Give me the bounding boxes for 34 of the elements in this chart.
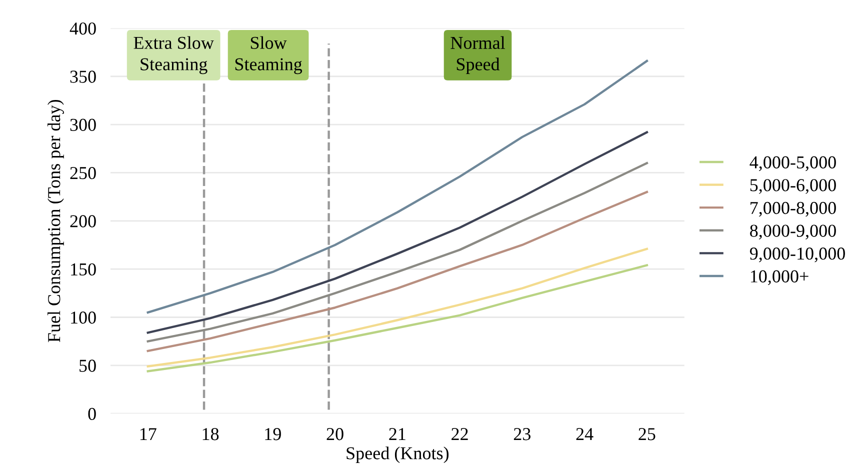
line-series (146, 248, 648, 368)
x-tick-label: 19 (265, 428, 281, 440)
x-tick-label: 25 (638, 428, 656, 440)
x-tick-label: 18 (202, 428, 219, 440)
legend-label: 7,000-8,000 (750, 202, 836, 217)
y-tick-label: 200 (70, 215, 96, 228)
line-series (146, 264, 648, 372)
x-tick-label: 23 (514, 428, 530, 440)
annotation: Extra Slow Steaming (134, 36, 214, 74)
line-series (146, 131, 648, 334)
annotation: Normal Speed (450, 36, 505, 74)
y-tick-label: 150 (71, 263, 96, 276)
y-tick-label: 100 (71, 312, 96, 324)
legend-label: 5,000-6,000 (750, 179, 836, 194)
legend-label: 9,000-10,000 (750, 247, 845, 262)
x-tick-label: 20 (326, 428, 344, 440)
y-tick-label: 300 (70, 118, 96, 131)
legend-label: 10,000+ (750, 270, 808, 286)
x-tick-label: 17 (140, 428, 156, 440)
x-axis-title: Speed (Knots) (346, 446, 449, 464)
x-tick-label: 22 (452, 428, 468, 440)
y-tick-label: 50 (80, 360, 96, 372)
x-tick-label: 24 (576, 428, 594, 440)
y-tick-label: 350 (70, 70, 96, 83)
y-tick-label: 400 (70, 22, 96, 35)
y-axis-title: Fuel Consumption (Tons per day) (48, 100, 64, 342)
legend-label: 4,000-5,000 (750, 156, 836, 172)
line-series (146, 190, 648, 352)
annotation: Slow Steaming (235, 36, 302, 74)
line-series (146, 162, 648, 342)
x-tick-label: 21 (389, 428, 406, 440)
y-tick-label: 250 (70, 166, 96, 180)
legend-label: 8,000-9,000 (750, 224, 836, 240)
y-tick-label: 0 (88, 408, 96, 420)
